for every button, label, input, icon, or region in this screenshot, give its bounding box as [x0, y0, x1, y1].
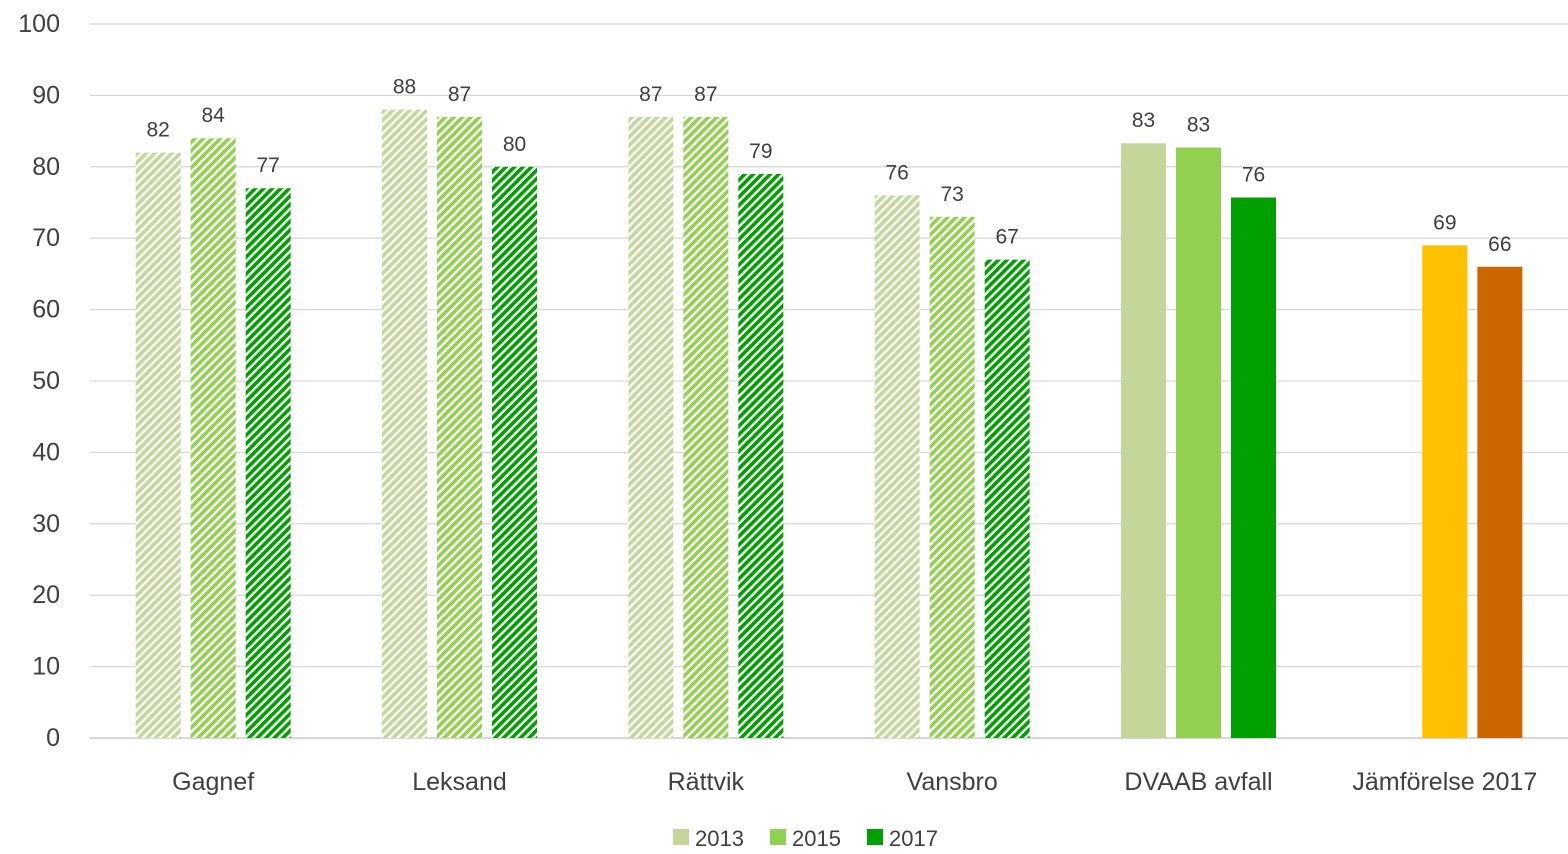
data-label: 87	[639, 83, 662, 106]
bar-dvaab-avfall-2017	[1231, 197, 1276, 738]
data-label: 77	[256, 154, 279, 177]
x-axis-tick-labels: Gagnef Leksand Rättvik Vansbro DVAAB avfall J…	[172, 768, 1537, 796]
bar-leksand-2017	[492, 166, 537, 739]
data-label: 66	[1488, 233, 1511, 256]
y-tick-label: 10	[32, 653, 60, 681]
data-label: 83	[1132, 109, 1155, 132]
y-tick-label: 80	[32, 153, 60, 181]
bar-gagnef-2015	[190, 138, 236, 739]
data-label: 87	[694, 83, 717, 106]
y-tick-label: 90	[32, 81, 60, 109]
y-tick-label: 0	[46, 724, 60, 752]
bar-dvaab-avfall-2015	[1176, 147, 1221, 739]
data-label: 67	[995, 226, 1018, 249]
bar-r-ttvik-2017	[738, 173, 784, 738]
data-label: 73	[940, 183, 963, 206]
legend-label-2015: 2015	[792, 826, 841, 849]
data-label: 87	[448, 83, 471, 106]
bar-vansbro-2017	[984, 259, 1030, 738]
data-label: 84	[201, 104, 225, 127]
data-labels: 82 84 77 88 87 80 87 87 79 76 73 67 83 83 76 69 66	[146, 76, 1511, 256]
y-tick-label: 70	[32, 224, 60, 252]
legend-swatch-2017	[867, 829, 883, 845]
bar-leksand-2015	[437, 116, 482, 738]
y-tick-label: 40	[32, 438, 60, 466]
data-label: 69	[1433, 211, 1456, 234]
data-label: 83	[1187, 114, 1210, 137]
bar-vansbro-2013	[874, 195, 920, 739]
legend-swatch-2015	[770, 829, 786, 845]
x-tick-label: Leksand	[412, 768, 507, 796]
x-tick-label: Gagnef	[172, 768, 254, 796]
gridlines	[90, 23, 1568, 739]
bar-r-ttvik-2015	[683, 116, 729, 738]
data-label: 79	[749, 140, 772, 163]
data-label: 80	[503, 133, 526, 156]
data-label: 76	[885, 161, 908, 184]
y-tick-label: 60	[32, 296, 60, 324]
legend-label-2013: 2013	[695, 826, 744, 849]
x-tick-label: Vansbro	[907, 768, 998, 796]
data-label: 82	[146, 119, 169, 142]
y-tick-label: 100	[18, 10, 60, 38]
legend-swatch-2013	[673, 829, 689, 845]
bar-vansbro-2015	[929, 216, 975, 738]
bar-gagnef-2017	[245, 188, 291, 739]
legend-label-2017: 2017	[889, 826, 938, 849]
data-label: 88	[393, 76, 416, 99]
bar-gagnef-2013	[135, 152, 181, 738]
y-tick-label: 30	[32, 510, 60, 538]
data-label: 76	[1242, 164, 1265, 187]
y-tick-label: 50	[32, 367, 60, 395]
bar-r-ttvik-2013	[628, 116, 674, 738]
y-axis-tick-labels: 0 10 20 30 40 50 60 70 80 90 100	[18, 10, 60, 752]
bars	[135, 109, 1523, 739]
x-tick-label: DVAAB avfall	[1124, 768, 1272, 796]
x-tick-label: Jämförelse 2017	[1352, 768, 1537, 796]
legend: 2013 2015 2017	[673, 826, 938, 851]
x-tick-label: Rättvik	[668, 768, 745, 796]
bar-dvaab-avfall-2013	[1121, 143, 1166, 738]
bar-j-mf-relse-2017-2015	[1422, 245, 1468, 738]
y-tick-label: 20	[32, 581, 60, 609]
bar-leksand-2013	[382, 109, 427, 739]
bar-j-mf-relse-2017-2017	[1477, 266, 1523, 738]
